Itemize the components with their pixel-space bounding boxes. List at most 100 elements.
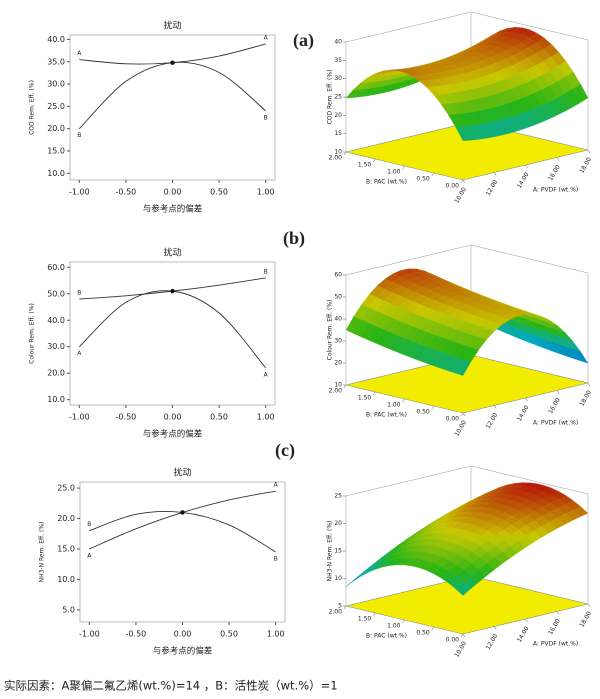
- x-tick: [494, 172, 497, 176]
- chart-title: 扰动: [163, 20, 181, 32]
- y-tick-label: 1.50: [358, 395, 372, 402]
- y-tick-label: 15.0: [57, 544, 75, 553]
- y-tick-label: 30.0: [47, 342, 65, 351]
- series-end-label: B: [87, 521, 91, 528]
- x-tick: [525, 164, 528, 169]
- x-tick: [525, 618, 528, 623]
- x-tick: [494, 626, 497, 630]
- y-tick: [343, 605, 347, 610]
- y-tick: [373, 391, 376, 396]
- y-tick-label: 0.50: [416, 176, 430, 183]
- x-axis-label: A: PVDF (wt.%): [533, 187, 578, 194]
- z-tick-label: 5: [338, 603, 342, 610]
- series-line: [78, 61, 266, 130]
- x-tick-label: -1.00: [69, 413, 90, 422]
- y-tick-label: 35.0: [47, 57, 65, 66]
- x-tick-label: 12.00: [485, 412, 500, 431]
- x-tick: [556, 390, 559, 394]
- x-tick: [494, 405, 497, 409]
- plot-frame: [69, 34, 276, 181]
- series-line: [79, 277, 266, 300]
- series-end-label: A: [274, 482, 279, 489]
- x-tick-label: 0.00: [164, 413, 182, 422]
- x-tick-label: 0.50: [220, 630, 238, 639]
- y-tick: [431, 172, 434, 177]
- y-tick-label: 0.00: [446, 416, 460, 423]
- z-axis-label: COD Rem. Eff. (%): [327, 70, 334, 125]
- center-point: [170, 288, 175, 294]
- y-tick-label: 10.0: [47, 395, 65, 404]
- z-tick-label: 30: [334, 338, 342, 345]
- y-tick-label: 1.00: [387, 169, 401, 176]
- x-tick: [462, 412, 466, 417]
- x-tick-label: 12.00: [485, 633, 500, 652]
- x-tick-label: 16.00: [547, 397, 562, 416]
- surface-patch: [455, 126, 472, 141]
- x-tick-label: 14.00: [516, 404, 531, 423]
- plot-frame: [79, 481, 286, 623]
- y-tick-label: 25.0: [47, 102, 65, 111]
- z-tick-label: 15: [334, 130, 342, 137]
- z-axis-label: Colour Rem. Eff. (%): [327, 300, 334, 361]
- y-axis-label: NH3-N Rem. Eff. (%): [39, 522, 46, 583]
- y-tick-label: 60.0: [47, 263, 65, 272]
- z-tick-label: 15: [334, 548, 342, 555]
- surface-patch: [455, 359, 472, 376]
- y-tick-label: 2.00: [329, 609, 343, 616]
- x-tick: [525, 397, 528, 402]
- x-tick-label: 1.00: [257, 188, 275, 197]
- panel-label: (a): [293, 30, 314, 51]
- z-tick-label: 20: [334, 112, 342, 119]
- center-point: [180, 510, 185, 515]
- y-tick-label: 10.0: [57, 575, 75, 584]
- series-end-label: A: [87, 552, 92, 559]
- x-tick-label: -0.50: [116, 413, 137, 422]
- series-end-label: A: [264, 34, 269, 41]
- series-end-label: B: [264, 114, 268, 121]
- x-tick-label: -1.00: [79, 630, 100, 639]
- y-tick-label: 25.0: [57, 484, 75, 493]
- series-end-label: A: [77, 350, 82, 357]
- x-tick-label: 12.00: [485, 179, 500, 198]
- y-tick-label: 0.50: [416, 409, 430, 416]
- y-tick-label: 30.0: [47, 80, 65, 89]
- z-tick-label: 25: [334, 94, 342, 101]
- surface-patch: [360, 565, 376, 577]
- x-axis-label: A: PVDF (wt.%): [533, 641, 578, 648]
- y-axis-label: B: PAC (wt.%): [366, 179, 407, 186]
- y-tick-label: 40.0: [47, 35, 65, 44]
- y-tick-label: 0.00: [446, 183, 460, 190]
- surface-patch: [455, 581, 472, 596]
- box-edge: [345, 465, 472, 497]
- series-end-label: A: [77, 50, 82, 57]
- y-tick: [460, 179, 464, 184]
- x-tick-label: -0.50: [126, 630, 147, 639]
- y-tick-label: 50.0: [47, 289, 65, 298]
- y-tick: [431, 405, 434, 410]
- y-tick-label: 20.0: [57, 514, 75, 523]
- series-line: [79, 290, 267, 369]
- y-tick-label: 20.0: [47, 369, 65, 378]
- y-tick: [343, 151, 347, 156]
- y-tick: [373, 612, 376, 617]
- x-tick: [462, 179, 466, 184]
- y-tick: [402, 619, 405, 624]
- x-tick: [462, 633, 466, 638]
- box-edge: [470, 465, 589, 495]
- y-tick-label: 15.0: [47, 147, 65, 156]
- series-end-label: B: [274, 556, 278, 563]
- x-tick-label: 0.50: [210, 413, 228, 422]
- y-tick-label: 1.00: [387, 402, 401, 409]
- chart-title: 扰动: [173, 467, 191, 479]
- x-tick-label: 14.00: [516, 171, 531, 190]
- y-tick: [402, 398, 405, 403]
- z-tick-label: 20: [334, 520, 342, 527]
- z-tick-label: 50: [334, 294, 342, 301]
- x-tick-label: 0.50: [210, 188, 228, 197]
- series-end-label: B: [77, 290, 81, 297]
- y-tick-label: 5.0: [62, 605, 75, 614]
- series-end-label: B: [264, 268, 268, 275]
- box-edge: [470, 244, 589, 274]
